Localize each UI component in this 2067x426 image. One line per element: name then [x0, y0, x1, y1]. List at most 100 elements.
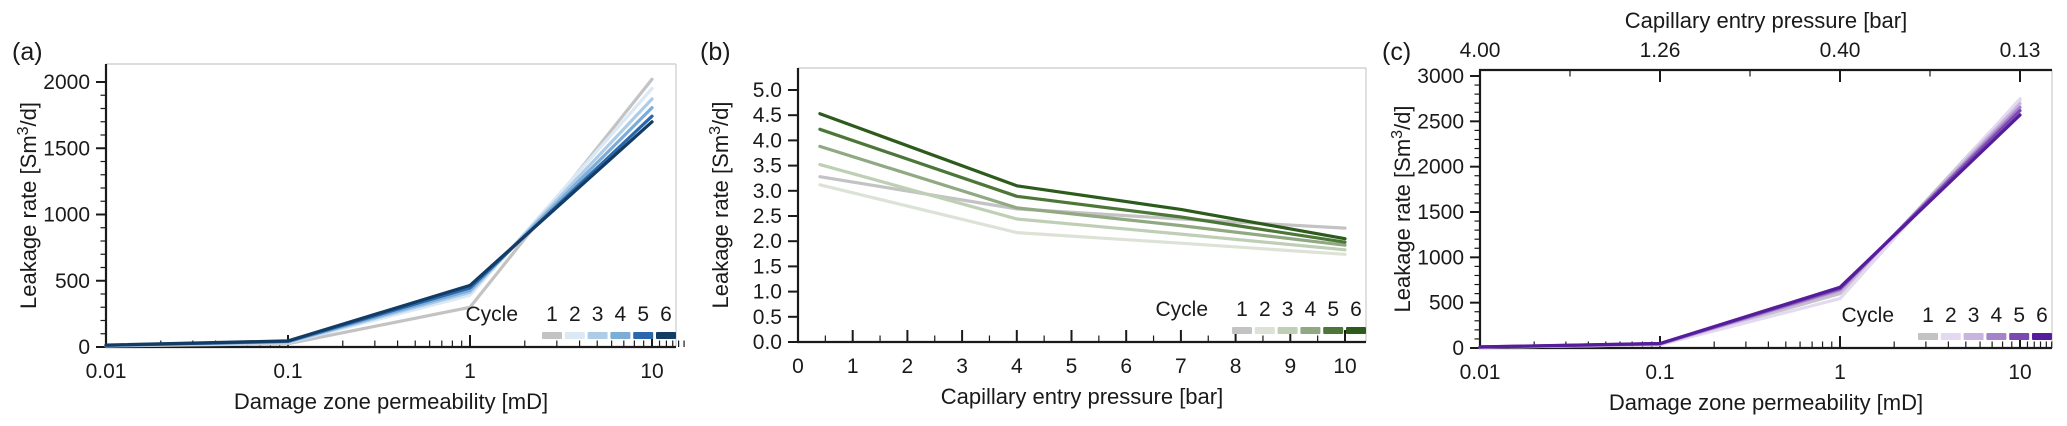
svg-text:1500: 1500 [1417, 201, 1464, 224]
panel-b-spines [796, 67, 1367, 344]
svg-text:0.40: 0.40 [1820, 39, 1861, 62]
svg-text:2.5: 2.5 [753, 205, 782, 228]
panel-c-legend-swatch-1 [1918, 333, 1938, 340]
panel-a-legend-swatch-6 [656, 332, 676, 339]
panel-c: (c) 0.01 0.1 1 10 Damage zone permeability [… [1380, 0, 2067, 426]
svg-text:6: 6 [1350, 298, 1362, 321]
svg-text:1: 1 [546, 303, 558, 326]
panel-b-y-axis: 0.00.51.0 1.52.02.53.03.5 4.04.55.0 Leakage… [707, 79, 798, 354]
panel-b-line-cycle-5 [818, 127, 1347, 244]
svg-text:2.0: 2.0 [753, 230, 782, 253]
svg-text:1: 1 [1834, 361, 1846, 384]
svg-text:5: 5 [1066, 355, 1078, 378]
panel-c-line-cycle-6 [1478, 113, 2022, 349]
svg-text:5: 5 [637, 303, 649, 326]
svg-text:1.0: 1.0 [753, 281, 782, 304]
panel-c-series [1478, 97, 2022, 349]
svg-text:0.1: 0.1 [1645, 361, 1674, 384]
panel-a: (a) 0.01 0.1 1 10 Damage zone permeability [… [0, 0, 690, 426]
panel-a-letter: (a) [12, 38, 43, 66]
panel-b-line-cycle-6 [818, 112, 1347, 241]
svg-text:3.5: 3.5 [753, 155, 782, 178]
svg-text:3: 3 [1282, 298, 1294, 321]
panel-a-legend-swatch-4 [610, 332, 631, 339]
panel-b-letter: (b) [700, 38, 731, 66]
svg-text:Cycle: Cycle [465, 303, 518, 326]
svg-text:500: 500 [55, 270, 90, 293]
svg-text:6: 6 [2036, 304, 2048, 327]
svg-text:7: 7 [1175, 355, 1187, 378]
panel-c-letter: (c) [1382, 38, 1412, 66]
panel-c-line-cycle-2 [1478, 97, 2022, 349]
panel-a-legend-swatch-3 [587, 332, 608, 339]
panel-b-legend-swatch-6 [1346, 327, 1366, 334]
svg-text:4: 4 [615, 303, 627, 326]
svg-text:2: 2 [1945, 304, 1957, 327]
svg-text:1500: 1500 [43, 137, 90, 160]
svg-text:2500: 2500 [1417, 110, 1464, 133]
svg-text:1.26: 1.26 [1640, 39, 1681, 62]
svg-text:5: 5 [2013, 304, 2025, 327]
svg-text:10: 10 [2008, 361, 2031, 384]
svg-text:3.0: 3.0 [753, 180, 782, 203]
svg-text:2: 2 [1259, 298, 1271, 321]
panel-c-x-axis: 0.01 0.1 1 10 Damage zone permeability [mD] [1460, 336, 2053, 415]
panel-b-y-title: Leakage rate [Sm3/d] [707, 101, 733, 308]
svg-text:6: 6 [1120, 355, 1132, 378]
panel-a-x-axis: 0.01 0.1 1 10 Damage zone permeability [mD] [86, 335, 685, 414]
panel-b-legend-swatch-2 [1254, 327, 1275, 334]
svg-text:2: 2 [569, 303, 581, 326]
panel-a-legend-swatch-5 [633, 332, 654, 339]
svg-text:4: 4 [1991, 304, 2003, 327]
svg-text:6: 6 [660, 303, 672, 326]
svg-text:0.01: 0.01 [86, 360, 127, 383]
panel-c-legend-swatch-6 [2032, 333, 2052, 340]
svg-text:Cycle: Cycle [1155, 298, 1208, 321]
svg-text:3: 3 [956, 355, 968, 378]
panel-c-legend-swatch-3 [1963, 333, 1984, 340]
panel-c-line-cycle-1 [1478, 98, 2022, 349]
panel-c-line-cycle-5 [1478, 109, 2022, 349]
svg-text:9: 9 [1284, 355, 1296, 378]
panel-b-legend-swatch-4 [1300, 327, 1321, 334]
svg-text:3: 3 [592, 303, 604, 326]
panel-c-spines [1478, 68, 2053, 350]
svg-text:0: 0 [792, 355, 804, 378]
svg-text:0: 0 [1452, 337, 1464, 360]
svg-text:0.13: 0.13 [2000, 39, 2041, 62]
panel-c-line-cycle-3 [1478, 102, 2022, 349]
panel-b-legend: Cycle 1 2 3 4 5 6 [1155, 298, 1366, 334]
svg-text:0.1: 0.1 [273, 360, 302, 383]
panel-b-series [818, 112, 1347, 256]
panel-c-legend: Cycle 1 2 3 4 5 6 [1841, 304, 2052, 340]
panel-b-line-cycle-2 [818, 183, 1347, 256]
svg-text:2000: 2000 [43, 71, 90, 94]
svg-text:1000: 1000 [1417, 246, 1464, 269]
svg-text:5: 5 [1327, 298, 1339, 321]
panel-a-legend-swatch-2 [564, 332, 585, 339]
svg-text:2000: 2000 [1417, 156, 1464, 179]
svg-text:0.01: 0.01 [1460, 361, 1501, 384]
svg-text:1000: 1000 [43, 204, 90, 227]
panel-c-legend-swatch-4 [1986, 333, 2007, 340]
panel-c-legend-swatch-5 [2009, 333, 2030, 340]
panel-b-legend-swatch-3 [1277, 327, 1298, 334]
svg-text:4.5: 4.5 [753, 104, 782, 127]
svg-text:10: 10 [640, 360, 663, 383]
panel-c-top-axis: 4.00 1.26 0.40 0.13 Capillary entry pressure… [1460, 8, 2041, 82]
panel-b-x-axis: 0 1 2 3 4 5 6 7 8 9 10 Capillary entry pressure [ba… [792, 330, 1357, 409]
svg-text:Capillary entry pressure [bar]: Capillary entry pressure [bar] [1625, 8, 1907, 33]
svg-text:0.0: 0.0 [753, 331, 782, 354]
svg-text:3000: 3000 [1417, 65, 1464, 88]
panel-a-spines [104, 63, 677, 349]
svg-text:4: 4 [1011, 355, 1023, 378]
svg-text:0: 0 [78, 336, 90, 359]
svg-text:4.0: 4.0 [753, 129, 782, 152]
svg-text:1: 1 [1922, 304, 1934, 327]
panel-a-series [104, 77, 654, 348]
panel-b-line-cycle-4 [818, 144, 1347, 247]
